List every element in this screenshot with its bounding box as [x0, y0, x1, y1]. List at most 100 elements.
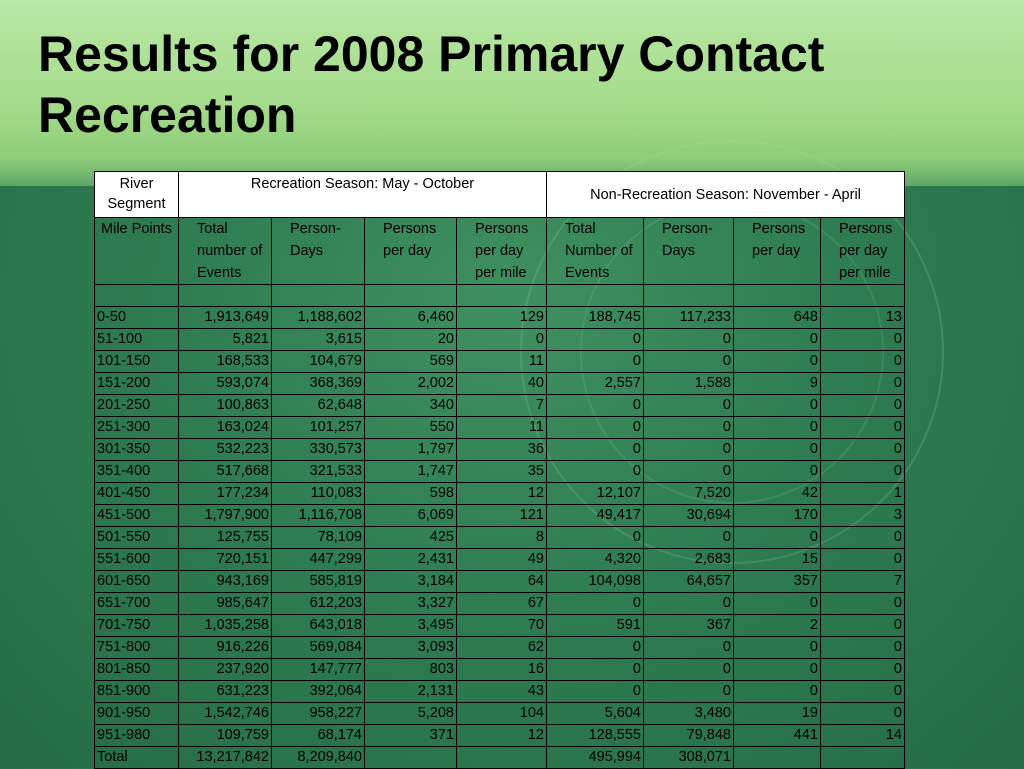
value-cell: 0: [820, 658, 905, 681]
segment-cell: 51-100: [94, 328, 179, 351]
spacer-cell: [546, 284, 644, 307]
segment-cell: 201-250: [94, 394, 179, 417]
segment-cell: 801-850: [94, 658, 179, 681]
segment-cell: 451-500: [94, 504, 179, 527]
value-cell: 147,777: [271, 658, 365, 681]
value-cell: 36: [456, 438, 547, 461]
value-cell: 0: [820, 636, 905, 659]
slide-title: Results for 2008 Primary Contact Recreat…: [38, 24, 978, 146]
table-row: 51-100 5,821 3,615 20 0 0 0 0 0: [94, 328, 905, 351]
value-cell: 6,460: [364, 306, 457, 329]
value-cell: 368,369: [271, 372, 365, 395]
value-cell: 121: [456, 504, 547, 527]
segment-cell: 601-650: [94, 570, 179, 593]
header-river-segment: River Segment: [94, 171, 179, 218]
value-cell: 0: [643, 416, 734, 439]
table-row: 501-550 125,755 78,109 425 8 0 0 0 0: [94, 526, 905, 549]
value-cell: 0: [733, 658, 821, 681]
value-cell: 943,169: [178, 570, 272, 593]
value-cell: 0: [733, 636, 821, 659]
value-cell: 1,747: [364, 460, 457, 483]
value-cell: 1,116,708: [271, 504, 365, 527]
value-cell: 13: [820, 306, 905, 329]
value-cell: 0: [820, 460, 905, 483]
value-cell: 3: [820, 504, 905, 527]
value-cell: 19: [733, 702, 821, 725]
slide-title-line1: Results for 2008 Primary Contact: [38, 26, 825, 82]
value-cell: 177,234: [178, 482, 272, 505]
segment-cell: 401-450: [94, 482, 179, 505]
value-cell: 569,084: [271, 636, 365, 659]
value-cell: 5,821: [178, 328, 272, 351]
table-row: 251-300 163,024 101,257 550 11 0 0 0 0: [94, 416, 905, 439]
value-cell: 49: [456, 548, 547, 571]
table-row: 551-600 720,151 447,299 2,431 49 4,320 2,683 15…: [94, 548, 905, 571]
value-cell: 392,064: [271, 680, 365, 703]
column-header: Total Number of Events: [546, 217, 644, 285]
column-header: Person- Days: [271, 217, 365, 285]
value-cell: 0: [820, 526, 905, 549]
column-header: Person- Days: [643, 217, 734, 285]
value-cell: 0: [820, 680, 905, 703]
value-cell: 585,819: [271, 570, 365, 593]
table-row: 901-950 1,542,746 958,227 5,208 104 5,604 3,48…: [94, 702, 905, 725]
value-cell: 3,480: [643, 702, 734, 725]
spacer-cell: [820, 284, 905, 307]
column-header: Persons per day per mile: [456, 217, 547, 285]
column-header: Total number of Events: [178, 217, 272, 285]
segment-cell: 301-350: [94, 438, 179, 461]
value-cell: 0: [733, 438, 821, 461]
value-cell: 340: [364, 394, 457, 417]
value-cell: 0: [643, 592, 734, 615]
value-cell: 170: [733, 504, 821, 527]
value-cell: 1,188,602: [271, 306, 365, 329]
segment-cell: 151-200: [94, 372, 179, 395]
value-cell: 104: [456, 702, 547, 725]
value-cell: 0: [733, 680, 821, 703]
value-cell: 62: [456, 636, 547, 659]
value-cell: 550: [364, 416, 457, 439]
spacer-cell: [733, 284, 821, 307]
segment-cell: 901-950: [94, 702, 179, 725]
value-cell: 13,217,842: [178, 746, 272, 769]
value-cell: 958,227: [271, 702, 365, 725]
value-cell: 631,223: [178, 680, 272, 703]
spacer-row: [94, 284, 905, 307]
header-recreation-season: Recreation Season: May - October: [178, 171, 547, 218]
header-background: [0, 0, 1024, 186]
column-header: Persons per day per mile: [820, 217, 905, 285]
value-cell: 0: [546, 350, 644, 373]
value-cell: 5,208: [364, 702, 457, 725]
value-cell: 357: [733, 570, 821, 593]
value-cell: 0: [643, 394, 734, 417]
value-cell: 0: [733, 526, 821, 549]
value-cell: 12: [456, 482, 547, 505]
value-cell: 0: [546, 416, 644, 439]
spacer-cell: [456, 284, 547, 307]
value-cell: 12: [456, 724, 547, 747]
value-cell: 0: [820, 614, 905, 637]
value-cell: 2,002: [364, 372, 457, 395]
value-cell: 101,257: [271, 416, 365, 439]
value-cell: 321,533: [271, 460, 365, 483]
value-cell: 643,018: [271, 614, 365, 637]
segment-cell: 751-800: [94, 636, 179, 659]
value-cell: 1,913,649: [178, 306, 272, 329]
value-cell: 3,093: [364, 636, 457, 659]
value-cell: 0: [546, 460, 644, 483]
value-cell: 62,648: [271, 394, 365, 417]
value-cell: 593,074: [178, 372, 272, 395]
value-cell: 1,588: [643, 372, 734, 395]
value-cell: 110,083: [271, 482, 365, 505]
value-cell: 104,679: [271, 350, 365, 373]
table-row: 201-250 100,863 62,648 340 7 0 0 0 0: [94, 394, 905, 417]
value-cell: 11: [456, 416, 547, 439]
value-cell: 188,745: [546, 306, 644, 329]
value-cell: 78,109: [271, 526, 365, 549]
value-cell: 8,209,840: [271, 746, 365, 769]
value-cell: 0: [643, 680, 734, 703]
value-cell: 0: [546, 526, 644, 549]
value-cell: 0: [733, 416, 821, 439]
value-cell: 3,495: [364, 614, 457, 637]
segment-cell: 501-550: [94, 526, 179, 549]
